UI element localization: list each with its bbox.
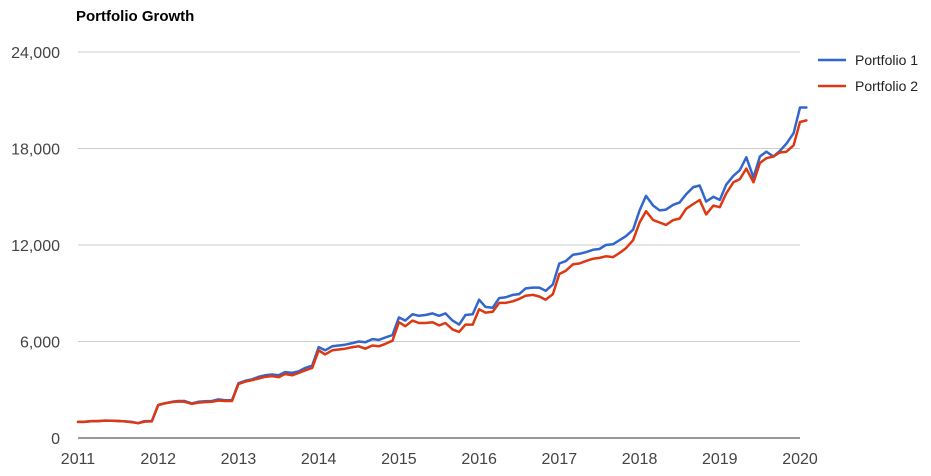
- legend-label-portfolio-2: Portfolio 2: [855, 78, 918, 94]
- x-tick-label: 2011: [61, 451, 96, 468]
- x-tick-label: 2020: [782, 451, 818, 468]
- y-tick-label: 24,000: [11, 45, 60, 62]
- y-tick-label: 0: [51, 431, 60, 448]
- series-line-portfolio-1: [76, 106, 808, 425]
- x-tick-label: 2012: [140, 451, 176, 468]
- y-tick-label: 12,000: [11, 238, 60, 255]
- legend-label-portfolio-1: Portfolio 1: [855, 52, 918, 68]
- x-axis-tick-labels: 2011 2012 2013 2014 2015 2016 2017 2018 2019 2020: [61, 451, 818, 468]
- gridlines: [78, 51, 800, 342]
- x-tick-label: 2019: [702, 451, 738, 468]
- y-axis-tick-labels: 0 6,000 12,000 18,000 24,000: [11, 45, 60, 448]
- x-tick-label: 2014: [301, 451, 337, 468]
- x-tick-label: 2013: [221, 451, 257, 468]
- x-tick-label: 2015: [381, 451, 417, 468]
- chart-title: Portfolio Growth: [76, 8, 194, 25]
- x-tick-label: 2016: [461, 451, 497, 468]
- x-tick-label: 2018: [622, 451, 658, 468]
- x-tick-label: 2017: [542, 451, 578, 468]
- series-line-portfolio-2: [76, 119, 808, 425]
- legend: Portfolio 1 Portfolio 2: [818, 52, 918, 94]
- y-tick-label: 18,000: [11, 142, 60, 159]
- series-lines: [76, 106, 808, 425]
- y-tick-label: 6,000: [20, 335, 60, 352]
